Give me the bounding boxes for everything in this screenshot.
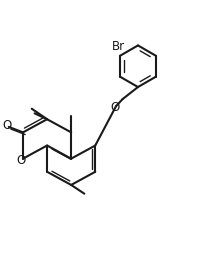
Text: Br: Br	[112, 40, 125, 53]
Text: O: O	[2, 119, 11, 132]
Text: O: O	[110, 101, 120, 114]
Text: O: O	[17, 154, 26, 167]
